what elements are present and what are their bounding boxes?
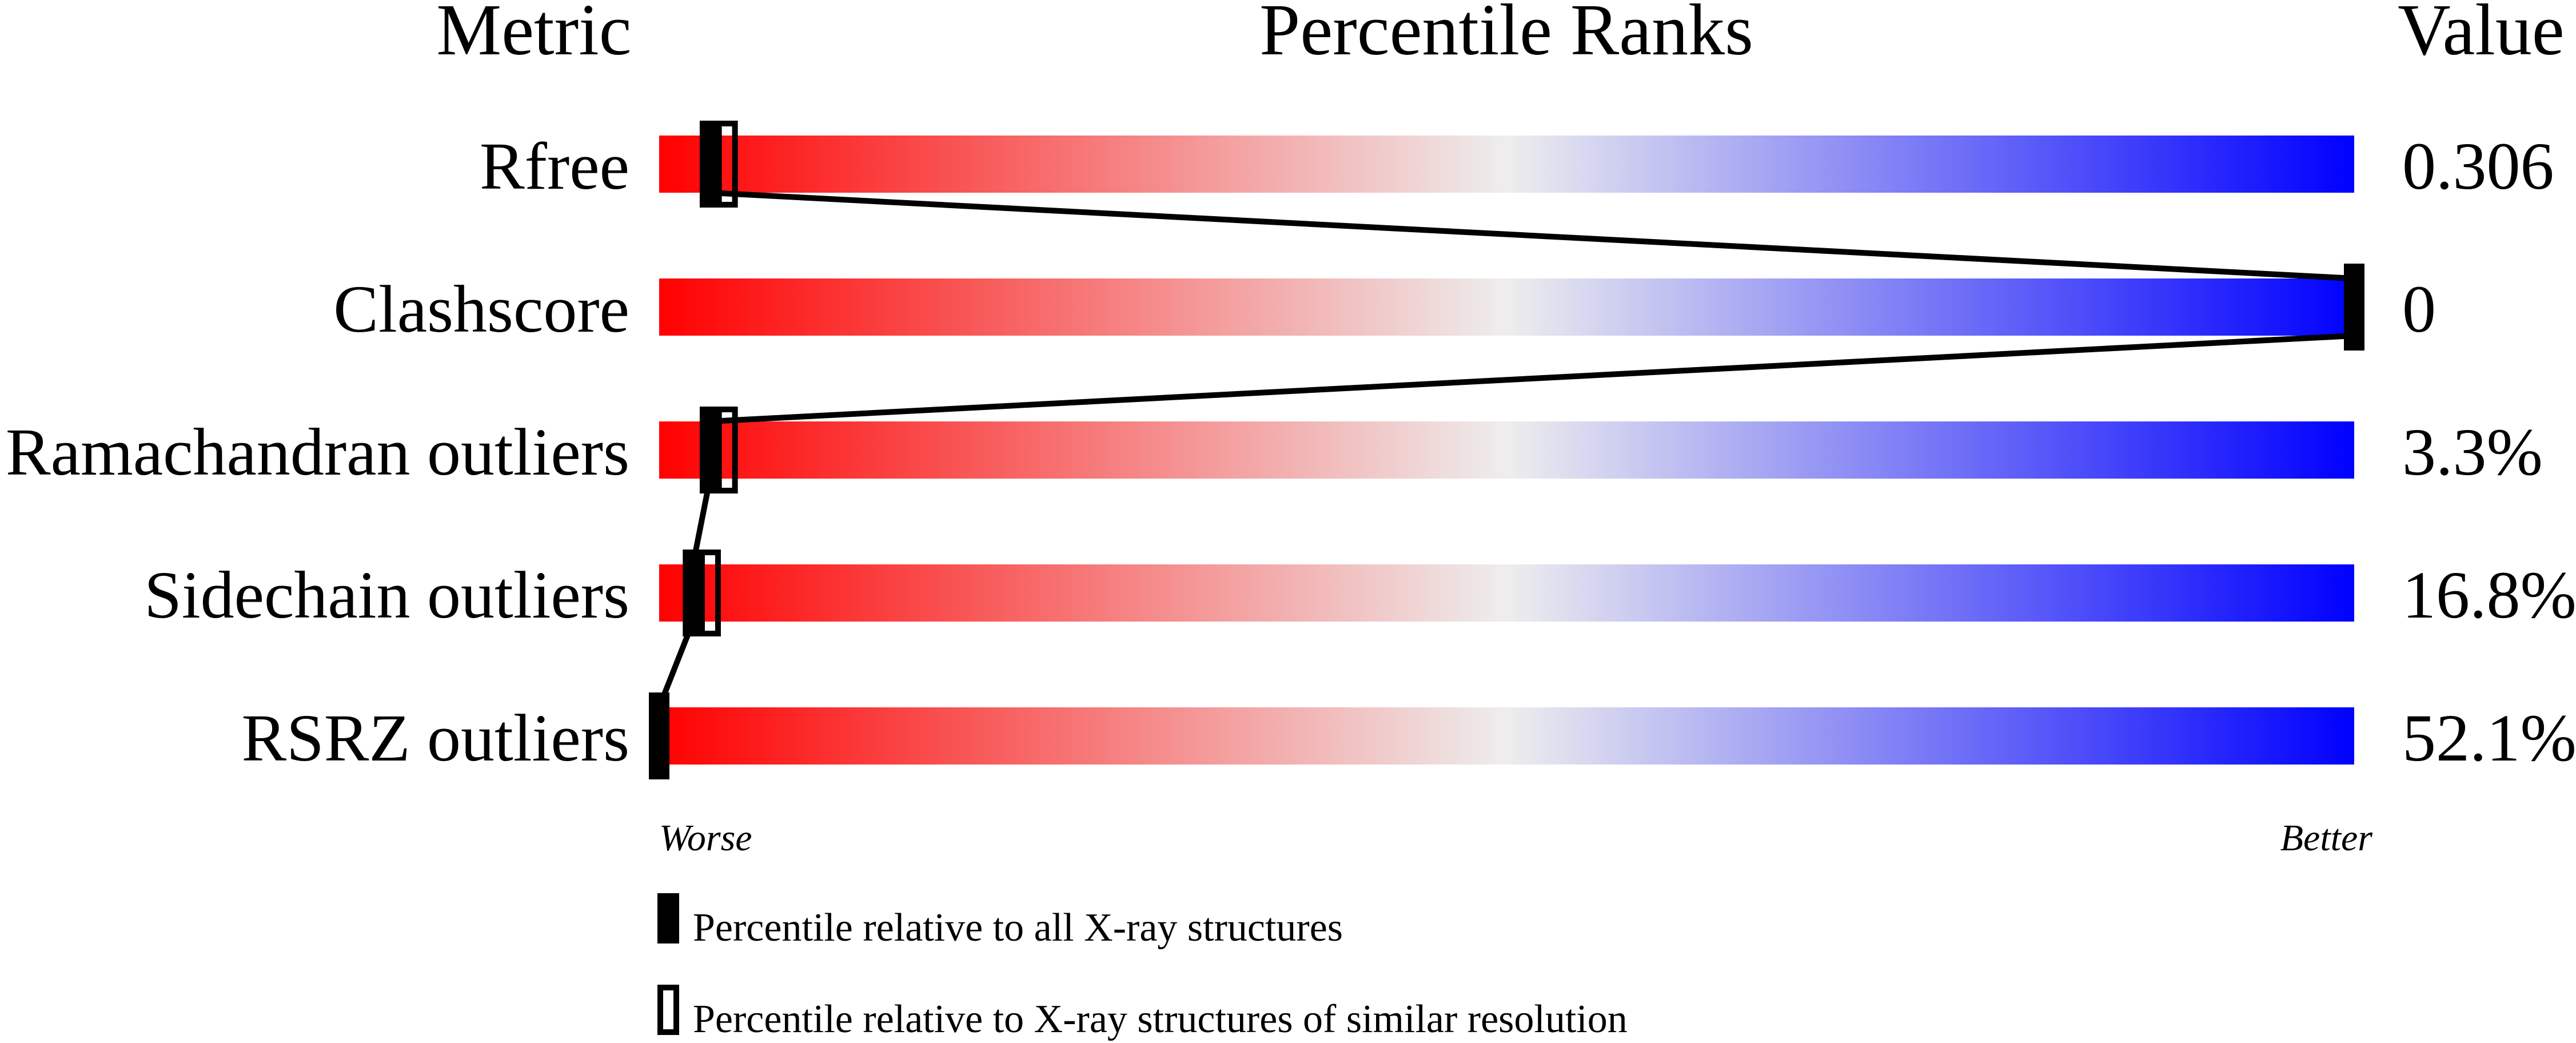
all-structures-marker — [2344, 264, 2364, 351]
legend-filled-marker — [657, 893, 679, 944]
metric-label: Clashscore — [333, 272, 629, 347]
legend-all-label: Percentile relative to all X-ray structu… — [693, 906, 1343, 950]
worse-label: Worse — [659, 817, 752, 859]
legend-similar-label: Percentile relative to X-ray structures … — [693, 997, 1628, 1041]
metric-value: 3.3% — [2402, 415, 2543, 489]
metric-row: RSRZ outliers 52.1% — [241, 700, 2576, 775]
percentile-bar — [659, 136, 2354, 193]
header-metric: Metric — [436, 0, 631, 70]
metric-row: Clashscore 0 — [333, 272, 2436, 347]
connector-line — [709, 190, 2355, 281]
metric-label: Rfree — [480, 129, 629, 204]
all-structures-marker — [683, 550, 704, 636]
metric-label: RSRZ outliers — [241, 700, 629, 775]
header-percentile-ranks: Percentile Ranks — [1259, 0, 1753, 70]
metric-row: Sidechain outliers 16.8% — [144, 558, 2576, 632]
header-value: Value — [2398, 0, 2564, 70]
metric-value: 0 — [2402, 272, 2436, 347]
percentile-bar — [659, 707, 2354, 765]
connector-line — [709, 333, 2355, 424]
percentile-bar — [659, 421, 2354, 479]
metric-row: Ramachandran outliers 3.3% — [6, 415, 2543, 489]
percentile-bar — [659, 278, 2354, 336]
metric-row: Rfree 0.306 — [480, 129, 2554, 204]
legend-open-marker — [657, 985, 679, 1035]
metric-label: Ramachandran outliers — [6, 415, 629, 489]
better-label: Better — [2280, 817, 2373, 859]
all-structures-marker — [649, 692, 669, 779]
metric-value: 16.8% — [2402, 558, 2576, 632]
all-structures-marker — [699, 121, 720, 208]
percentile-bar — [659, 564, 2354, 622]
metric-value: 52.1% — [2402, 700, 2576, 775]
metric-label: Sidechain outliers — [144, 558, 629, 632]
all-structures-marker — [699, 407, 720, 493]
metric-value: 0.306 — [2402, 129, 2554, 204]
